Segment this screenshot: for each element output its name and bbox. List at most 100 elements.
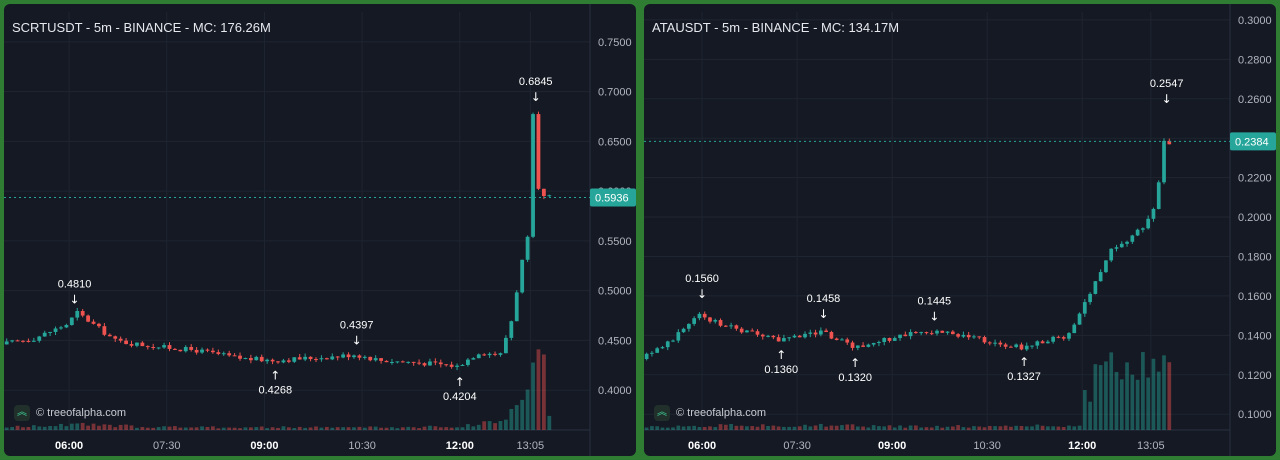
volume-bar: [455, 427, 459, 430]
y-tick-label: 0.7500: [598, 37, 632, 49]
candle-body: [10, 340, 15, 342]
volume-bar: [708, 426, 712, 430]
candle-body: [373, 358, 378, 361]
candle-body: [687, 323, 691, 329]
candle-body: [352, 355, 356, 358]
candle-body: [297, 357, 302, 360]
volume-bar: [520, 399, 525, 430]
candle-body: [362, 356, 367, 358]
candle-body: [644, 353, 649, 360]
candle-body: [987, 342, 992, 344]
volume-bar: [982, 427, 987, 430]
candle-body: [525, 236, 530, 260]
candle-body: [124, 340, 128, 345]
candle-body: [813, 332, 818, 335]
candle-body: [135, 342, 139, 346]
volume-bar: [140, 427, 145, 430]
candle-body: [1156, 182, 1161, 209]
volume-bar: [1035, 424, 1040, 430]
volume-bar: [1098, 365, 1103, 430]
candle-body: [335, 356, 340, 358]
price-annotation: 0.1458: [807, 293, 841, 305]
watermark: ︽ © treeofalpha.com: [14, 405, 126, 421]
volume-bar: [660, 427, 665, 430]
volume-bar: [200, 426, 204, 430]
candle-body: [265, 359, 270, 362]
volume-bar: [53, 426, 58, 430]
candle-body: [1030, 345, 1034, 347]
candle-body: [379, 358, 384, 361]
x-tick-label: 12:00: [1068, 440, 1096, 452]
volume-bar: [498, 421, 503, 430]
volume-bar: [26, 426, 31, 430]
y-tick-label: 0.4000: [598, 385, 632, 397]
volume-bar: [80, 422, 85, 430]
volume-bar: [151, 427, 156, 430]
volume-bar: [819, 423, 823, 430]
chart-panel-atausdt[interactable]: 0.30000.28000.26000.24000.22000.20000.18…: [644, 4, 1276, 456]
candle-body: [1098, 272, 1103, 282]
volume-bar: [178, 427, 183, 430]
candle-body: [145, 346, 150, 348]
candle-body: [1162, 140, 1166, 183]
candle-body: [357, 355, 362, 358]
volume-bar: [362, 427, 367, 430]
arrow-down-icon: ↓: [1162, 92, 1172, 106]
chart-svg[interactable]: 0.30000.28000.26000.24000.22000.20000.18…: [644, 4, 1276, 456]
volume-bar: [650, 426, 654, 430]
volume-bar: [395, 428, 400, 430]
candle-body: [776, 337, 781, 342]
candle-body: [702, 313, 707, 318]
candle-body: [205, 349, 210, 351]
volume-bar: [259, 426, 264, 430]
candle-body: [254, 356, 259, 361]
volume-bar: [998, 426, 1003, 430]
volume-bar: [400, 427, 405, 430]
volume-bar: [850, 424, 855, 430]
volume-bar: [221, 427, 226, 430]
candle-body: [194, 349, 199, 353]
candle-body: [935, 330, 939, 334]
candle-body: [324, 358, 329, 360]
candle-body: [1141, 228, 1145, 230]
candle-body: [411, 361, 416, 363]
candle-body: [834, 338, 839, 340]
volume-bar: [1024, 426, 1029, 430]
y-tick-label: 0.7000: [598, 87, 632, 99]
candle-body: [1019, 344, 1024, 350]
volume-bar: [417, 428, 421, 430]
candle-body: [1109, 248, 1114, 261]
candle-body: [993, 342, 997, 344]
candle-body: [739, 328, 744, 333]
candle-body: [972, 336, 976, 338]
candle-body: [53, 328, 58, 332]
candle-body: [692, 318, 697, 324]
volume-bar: [135, 427, 139, 430]
candle-body: [1051, 336, 1055, 342]
candle-body: [113, 336, 118, 339]
volume-bar: [755, 426, 760, 430]
candle-body: [1056, 336, 1061, 338]
candle-body: [449, 364, 454, 367]
candle-body: [303, 356, 308, 360]
candle-body: [183, 346, 188, 352]
volume-bar: [227, 427, 232, 430]
chart-title: ATAUSDT - 5m - BINANCE - MC: 134.17M: [652, 20, 900, 35]
candle-body: [650, 352, 654, 354]
y-tick-label: 0.5500: [598, 236, 632, 248]
volume-bar: [1040, 425, 1045, 430]
x-tick-label: 10:30: [973, 440, 1001, 452]
volume-bar: [745, 426, 749, 430]
chart-svg[interactable]: 0.75000.70000.65000.60000.55000.50000.45…: [4, 4, 636, 456]
volume-bar: [644, 427, 649, 430]
candle-body: [173, 348, 177, 350]
candle-body: [341, 354, 346, 358]
candle-body: [797, 335, 802, 338]
chart-panel-scrtusdt[interactable]: 0.75000.70000.65000.60000.55000.50000.45…: [4, 4, 636, 456]
volume-bar: [270, 427, 275, 430]
volume-bar: [514, 405, 519, 430]
candle-body: [903, 334, 908, 337]
arrow-down-icon: ↓: [818, 307, 828, 321]
volume-bar: [882, 426, 887, 430]
volume-bar: [162, 426, 166, 430]
